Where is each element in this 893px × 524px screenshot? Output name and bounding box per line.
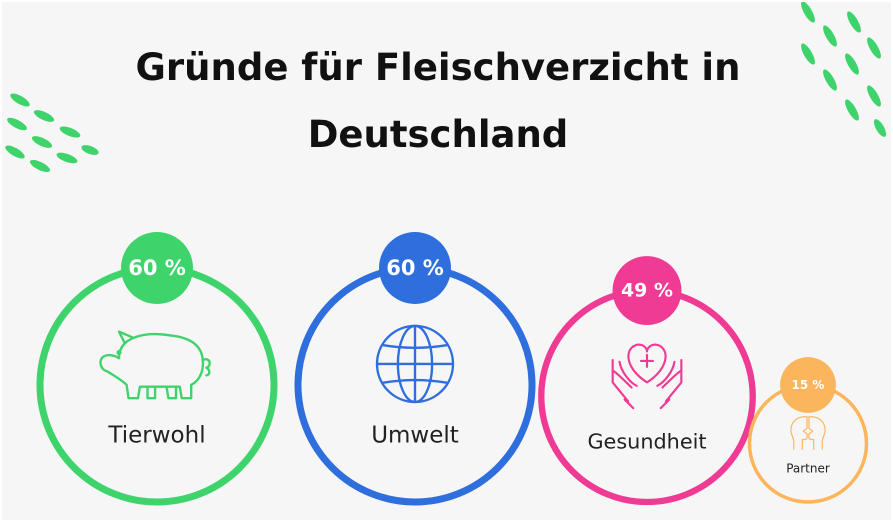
decoration-dashes-left: [5, 93, 99, 173]
category-label: Gesundheit: [587, 430, 706, 454]
value-badge: [379, 232, 451, 304]
bubble-partner: 15 % Partner: [747, 357, 869, 504]
value-badge: [121, 232, 193, 304]
value-label: 15 %: [792, 378, 825, 392]
bubble-tierwohl: 60 % Tierwohl: [36, 232, 278, 506]
decoration-dashes-right: [801, 2, 887, 137]
value-badge: [780, 357, 836, 413]
globe-icon: [375, 324, 455, 404]
value-badge: [612, 256, 682, 325]
heart-in-hands-icon: [611, 343, 683, 410]
bubbles: 60 % Tierwohl 60 % Umwelt 49 % Gesundheit 15 %…: [36, 232, 869, 506]
bubble-gesundheit: 49 % Gesundheit: [538, 256, 756, 506]
category-label: Umwelt: [371, 422, 459, 448]
value-label: 49 %: [621, 280, 673, 302]
chart-title-line-1: Gründe für Fleischverzicht in: [136, 46, 741, 89]
pig-icon: [99, 330, 211, 400]
category-label: Tierwohl: [107, 422, 205, 448]
value-label: 60 %: [128, 256, 186, 280]
value-label: 60 %: [386, 256, 444, 280]
chart-title-line-2: Deutschland: [308, 113, 569, 156]
category-label: Partner: [786, 462, 830, 476]
two-heads-icon: [790, 416, 826, 450]
bubble-umwelt: 60 % Umwelt: [294, 232, 536, 506]
